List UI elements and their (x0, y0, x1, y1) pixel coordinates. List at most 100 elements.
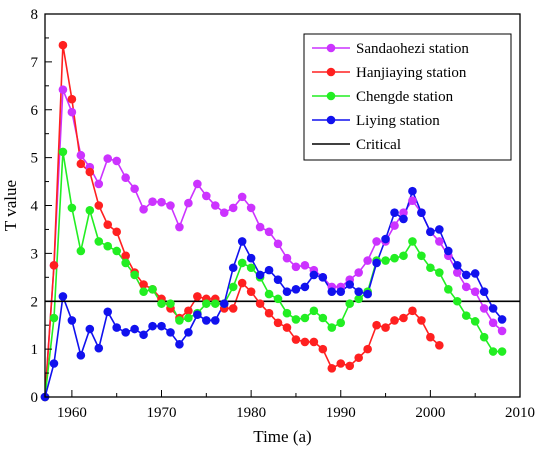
data-point-sandaohezi-station (246, 203, 256, 213)
data-point-liying-station (363, 289, 372, 299)
data-point-chengde-station (112, 246, 121, 256)
data-point-liying-station (470, 269, 480, 278)
data-point-hanjiaying-station (67, 94, 77, 104)
data-point-hanjiaying-station (435, 340, 444, 350)
legend-box (303, 33, 512, 161)
data-point-sandaohezi-station (148, 197, 157, 206)
data-point-sandaohezi-station (255, 222, 265, 232)
data-point-hanjiaying-station (345, 361, 355, 371)
data-point-hanjiaying-station (49, 261, 59, 270)
data-point-chengde-station (210, 299, 220, 308)
data-point-chengde-station (58, 147, 68, 157)
y-tick-label: 7 (31, 55, 39, 71)
y-tick-label: 2 (31, 294, 39, 310)
data-point-sandaohezi-station (121, 173, 130, 183)
y-tick-label: 1 (31, 342, 39, 358)
data-point-hanjiaying-station (354, 353, 363, 363)
data-point-chengde-station (300, 313, 310, 323)
data-point-liying-station (175, 340, 184, 349)
data-point-liying-station (372, 258, 381, 268)
data-point-liying-station (112, 323, 121, 332)
y-axis-label: T value (1, 180, 20, 231)
data-point-sandaohezi-station (479, 304, 489, 313)
data-point-hanjiaying-station (255, 299, 265, 308)
data-point-chengde-station (49, 313, 59, 323)
data-point-liying-station (246, 253, 256, 263)
data-point-sandaohezi-station (228, 203, 238, 213)
data-point-liying-station (255, 270, 265, 280)
data-point-sandaohezi-station (94, 179, 104, 189)
data-point-hanjiaying-station (336, 359, 346, 368)
data-point-liying-station (273, 275, 283, 285)
legend: Sandaohezi station Hanjiaying station Chen… (303, 33, 512, 161)
data-point-liying-station (193, 310, 202, 319)
axis-ticks (45, 13, 521, 398)
data-point-liying-station (479, 287, 489, 296)
data-point-chengde-station (184, 313, 193, 323)
data-point-liying-station (461, 270, 471, 280)
data-point-liying-station (237, 237, 247, 246)
data-point-chengde-station (291, 315, 301, 324)
data-point-sandaohezi-station (166, 201, 175, 210)
legend-marker-liying-station (326, 115, 336, 125)
data-point-liying-station (300, 282, 310, 292)
data-point-chengde-station (318, 313, 328, 323)
legend-marker-chengde-station (326, 91, 336, 101)
data-point-chengde-station (452, 296, 462, 306)
data-point-chengde-station (282, 308, 292, 318)
data-point-liying-station (67, 316, 77, 325)
data-point-liying-station (318, 273, 328, 282)
data-point-sandaohezi-station (300, 261, 310, 270)
data-point-hanjiaying-station (58, 40, 68, 50)
data-point-liying-station (417, 208, 426, 217)
data-point-hanjiaying-station (372, 320, 381, 330)
data-point-chengde-station (228, 282, 238, 292)
data-point-hanjiaying-station (291, 335, 301, 344)
data-point-hanjiaying-station (318, 344, 328, 354)
data-point-liying-station (94, 343, 104, 353)
data-point-chengde-station (246, 263, 256, 273)
data-point-chengde-station (157, 299, 166, 308)
data-point-liying-station (488, 304, 498, 313)
data-point-hanjiaying-station (381, 323, 390, 332)
legend-marker-sandaohezi-station (326, 43, 336, 53)
data-point-chengde-station (444, 284, 453, 294)
data-point-sandaohezi-station (112, 156, 121, 166)
x-tick-label: 2010 (505, 405, 535, 421)
data-point-liying-station (381, 234, 390, 244)
data-point-chengde-station (202, 299, 211, 308)
data-point-liying-station (444, 246, 453, 256)
x-tick-label: 1980 (236, 405, 266, 421)
data-point-liying-station (210, 316, 220, 325)
data-point-chengde-station (67, 203, 77, 213)
data-point-chengde-station (479, 332, 489, 342)
data-point-sandaohezi-station (452, 268, 462, 277)
data-point-sandaohezi-station (193, 179, 202, 189)
data-point-hanjiaying-station (193, 292, 202, 301)
data-point-chengde-station (85, 205, 95, 215)
data-point-chengde-station (148, 284, 157, 294)
x-axis-label: Time (a) (253, 427, 311, 446)
data-point-liying-station (264, 265, 274, 275)
data-point-sandaohezi-station (58, 85, 68, 94)
data-point-sandaohezi-station (488, 318, 498, 328)
data-point-hanjiaying-station (363, 344, 372, 354)
data-point-liying-station (354, 287, 363, 296)
data-point-liying-station (228, 263, 238, 273)
data-point-hanjiaying-station (112, 227, 121, 237)
data-point-chengde-station (103, 241, 113, 251)
data-point-chengde-station (435, 268, 444, 277)
data-point-sandaohezi-station (130, 184, 139, 194)
data-point-liying-station (345, 280, 355, 289)
data-point-chengde-station (327, 323, 337, 332)
data-point-hanjiaying-station (390, 316, 399, 325)
data-point-sandaohezi-station (76, 150, 86, 160)
x-tick-label: 1970 (147, 405, 177, 421)
data-point-chengde-station (309, 306, 319, 316)
data-point-sandaohezi-station (219, 208, 229, 217)
plot-markers-layer (40, 40, 507, 402)
x-tick-label: 1960 (57, 405, 87, 421)
data-point-hanjiaying-station (273, 318, 283, 328)
data-point-chengde-station (94, 237, 104, 246)
series-line-chengde-station (44, 151, 503, 398)
